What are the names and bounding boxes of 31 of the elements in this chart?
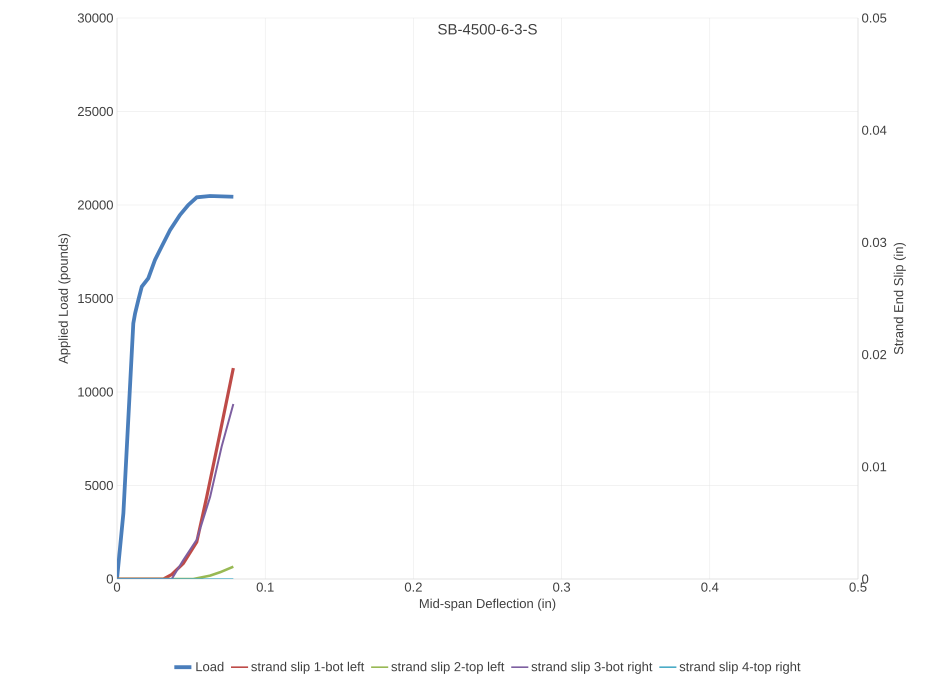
line-series <box>117 402 234 579</box>
y-tick-label: 5000 <box>85 480 113 490</box>
y-tick-label: 0 <box>106 574 113 584</box>
line-series <box>117 194 236 579</box>
y-tick-label: 15000 <box>78 294 113 304</box>
x-tick-label: 0.3 <box>553 582 570 592</box>
x-tick-label: 0 <box>114 582 120 592</box>
y2-tick-label: 0.03 <box>862 238 886 247</box>
y2-tick-label: 0 <box>862 574 868 584</box>
y2-tick-label: 0.02 <box>862 350 886 360</box>
legend-label: strand slip 1-bot left <box>251 662 364 674</box>
y-tick-label: 10000 <box>78 387 113 397</box>
legend-label: Load <box>196 662 224 672</box>
legend-label: strand slip 2-top left <box>391 662 504 674</box>
y2-tick-label: 0.04 <box>862 126 886 135</box>
y-axis-title: Applied Load (pounds) <box>58 234 70 364</box>
y2-axis-title: Strand End Slip (in) <box>894 242 906 354</box>
chart-title: SB-4500-6-3-S <box>438 24 537 35</box>
line-series <box>117 565 235 579</box>
y-tick-label: 20000 <box>78 200 113 210</box>
legend-label: strand slip 3-bot right <box>531 662 652 674</box>
y2-tick-label: 0.01 <box>862 462 886 472</box>
y-tick-label: 25000 <box>78 106 113 116</box>
y-tick-label: 30000 <box>78 13 113 23</box>
x-axis-title: Mid-span Deflection (in) <box>420 598 556 611</box>
legend-label: strand slip 4-top right <box>680 662 800 674</box>
x-tick-label: 0.5 <box>849 582 866 592</box>
x-tick-label: 0.1 <box>256 582 274 592</box>
y2-tick-label: 0.05 <box>862 13 886 23</box>
x-tick-label: 0.4 <box>701 582 718 592</box>
x-tick-label: 0.2 <box>404 582 422 592</box>
